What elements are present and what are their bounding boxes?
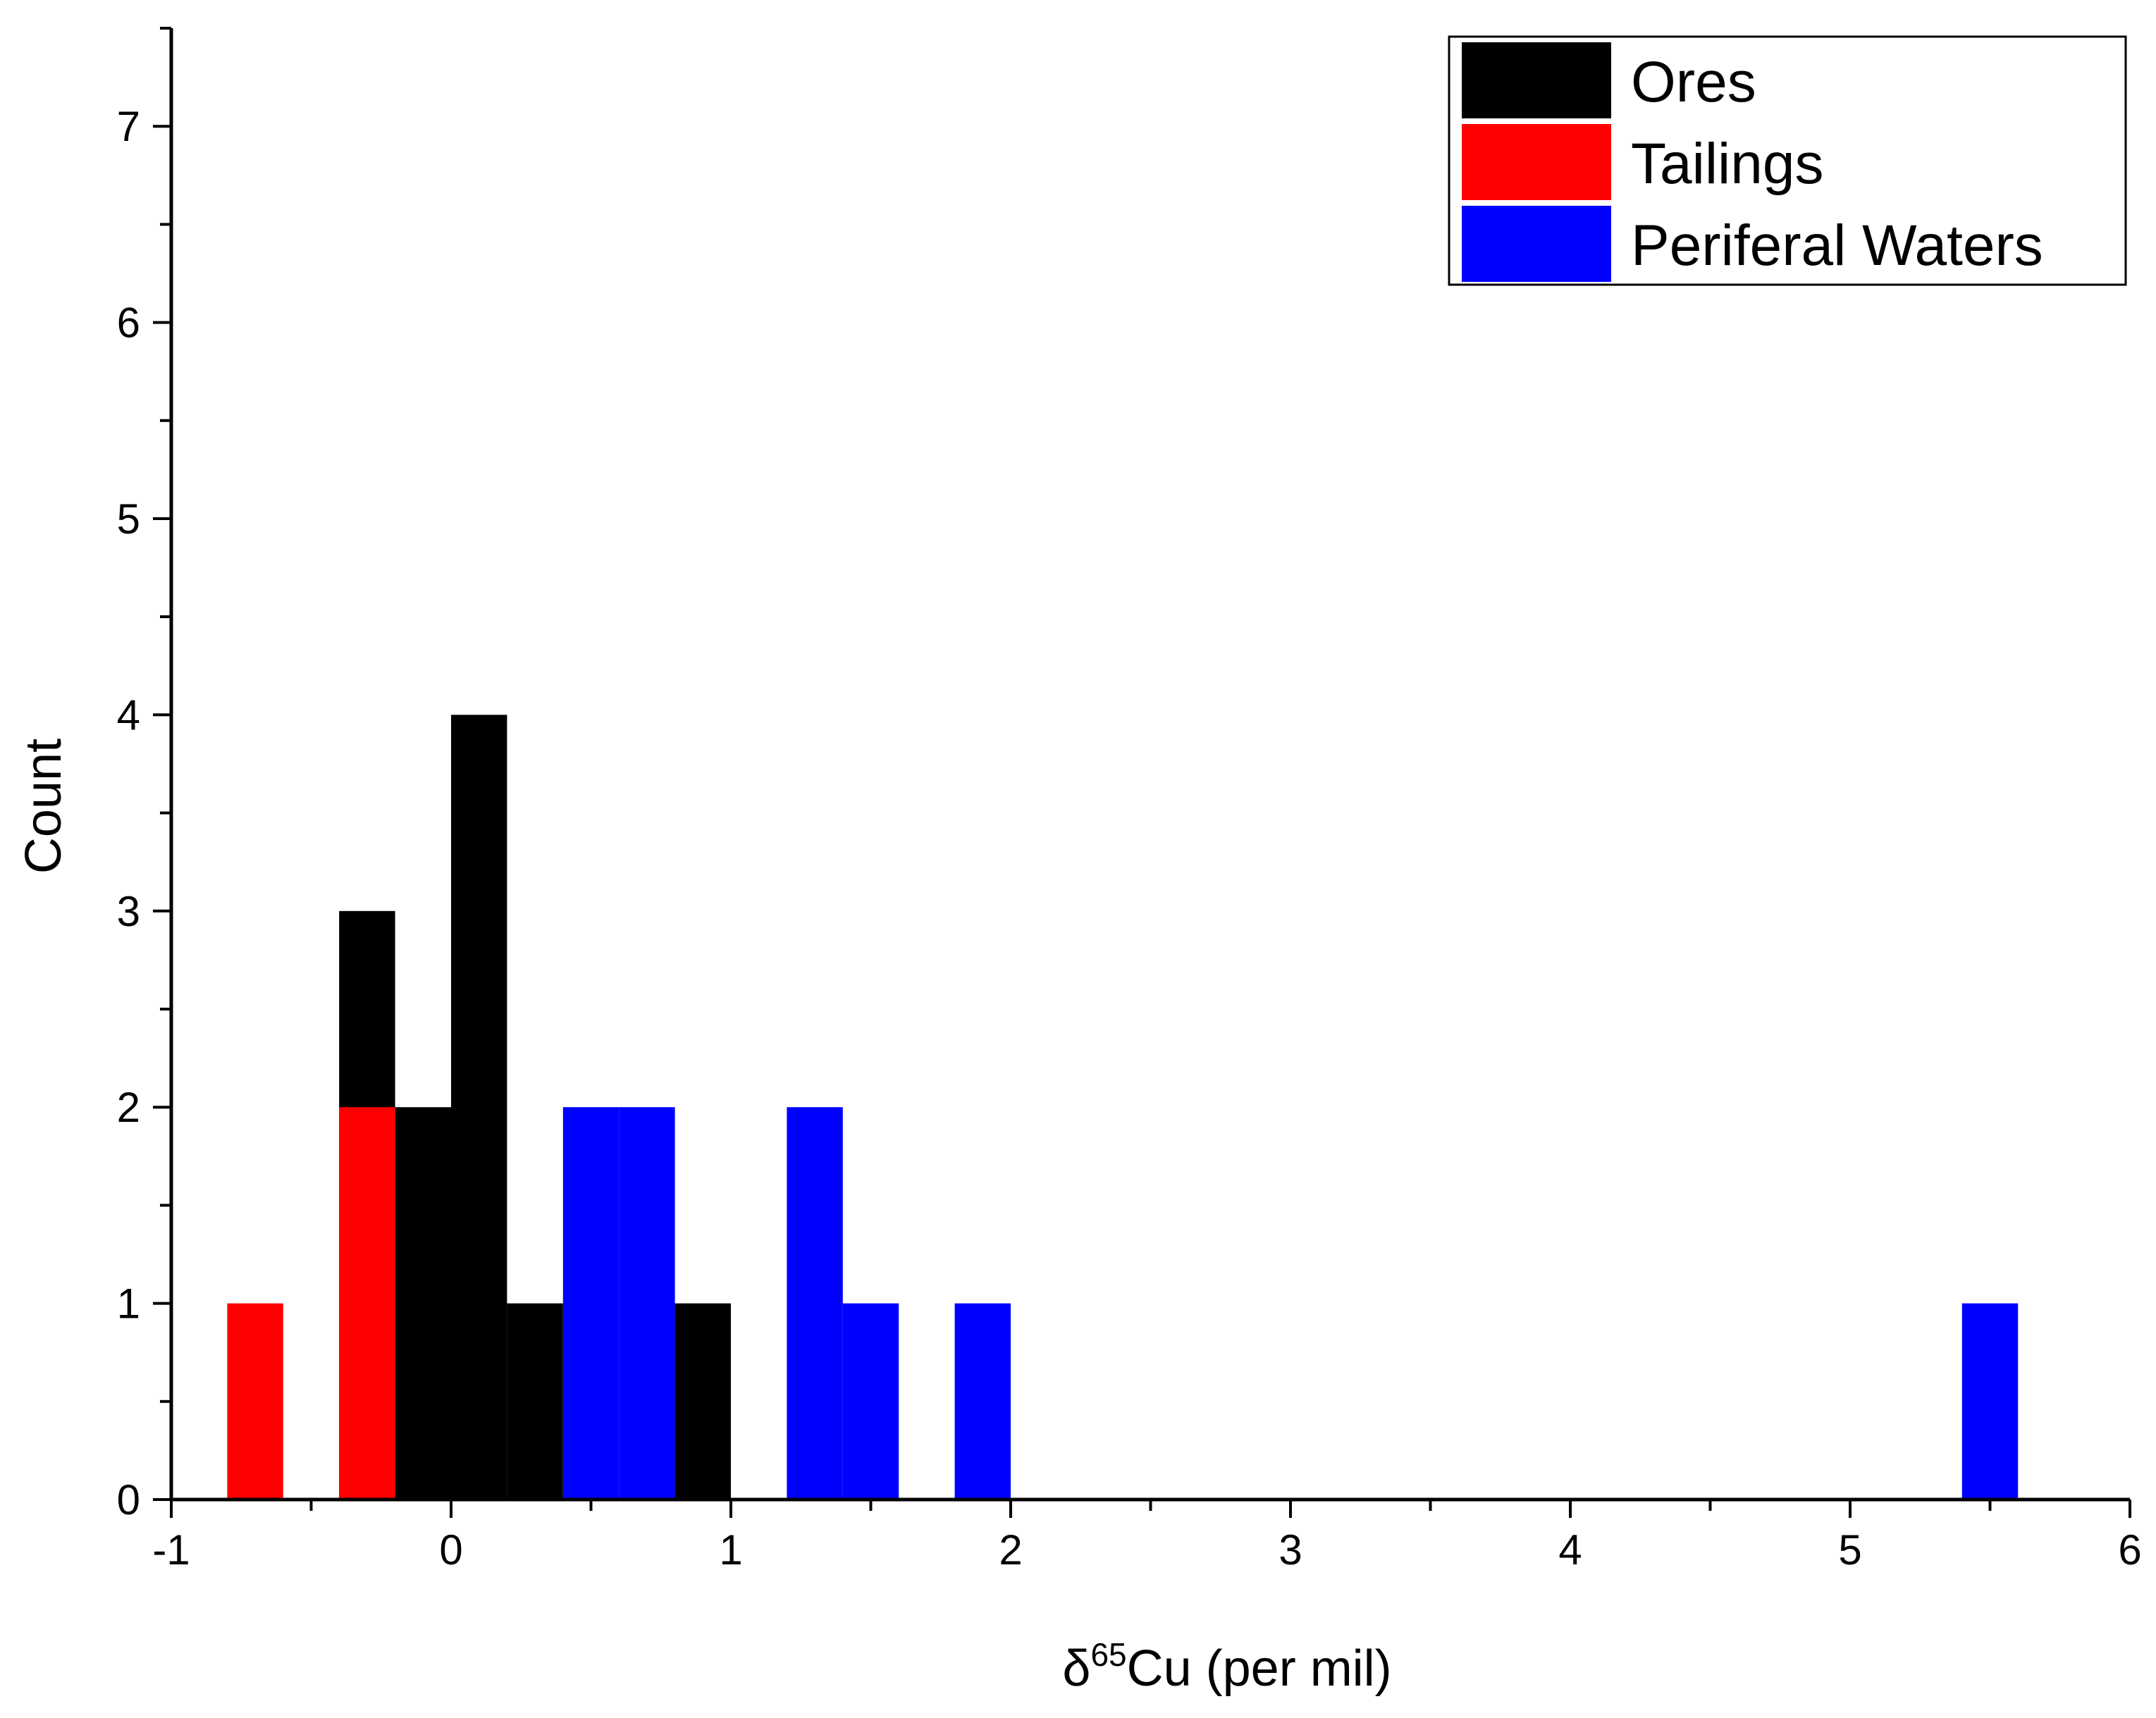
bar-periferal-waters-0 [562, 1107, 620, 1500]
bar-ores-3 [507, 1303, 563, 1500]
x-tick-label: 6 [2118, 1526, 2141, 1574]
bar-ores-1 [395, 1107, 451, 1500]
x-tick-label: 5 [1838, 1526, 1861, 1574]
x-tick-label: -1 [152, 1526, 190, 1574]
x-tick-label: 3 [1279, 1526, 1302, 1574]
legend: Ores Tailings Periferal Waters [1448, 35, 2127, 286]
x-axis-label-superscript: 65 [1090, 1636, 1126, 1673]
bars-layer [227, 715, 2019, 1500]
y-tick-label: 2 [117, 1084, 140, 1131]
legend-label-periferal-waters: Periferal Waters [1631, 214, 2043, 278]
bar-ores-2 [451, 715, 507, 1500]
legend-label-ores: Ores [1631, 50, 1756, 114]
bar-periferal-waters-4 [954, 1303, 1011, 1500]
y-axis-label: Count [16, 739, 72, 874]
x-tick-label: 4 [1558, 1526, 1582, 1574]
y-tick-label: 6 [117, 299, 140, 347]
y-tick-label: 5 [117, 495, 140, 543]
legend-label-tailings: Tailings [1631, 132, 1823, 196]
x-axis-label-suffix: Cu (per mil) [1127, 1640, 1392, 1697]
y-tick-label: 1 [117, 1280, 140, 1328]
bar-periferal-waters-1 [619, 1107, 675, 1500]
legend-swatch-ores [1462, 42, 1611, 118]
x-tick-label: 0 [439, 1526, 462, 1574]
x-tick-label: 2 [999, 1526, 1022, 1574]
y-tick-label: 4 [117, 691, 140, 739]
bar-tailings-1 [339, 1107, 395, 1500]
y-tick-label: 7 [117, 103, 140, 150]
y-tick-label: 3 [117, 888, 140, 935]
bar-periferal-waters-2 [787, 1107, 843, 1500]
x-axis-label-prefix: δ [1062, 1640, 1090, 1697]
y-tick-label: 0 [117, 1476, 140, 1524]
legend-swatch-periferal-waters [1462, 206, 1611, 282]
bar-periferal-waters-5 [1961, 1303, 2019, 1500]
bar-periferal-waters-3 [842, 1303, 899, 1500]
legend-swatch-tailings [1462, 124, 1611, 200]
x-axis-label: δ65Cu (per mil) [1062, 1636, 1391, 1697]
bar-ores-4 [674, 1303, 731, 1500]
bar-tailings-0 [227, 1303, 283, 1500]
x-tick-label: 1 [719, 1526, 742, 1574]
